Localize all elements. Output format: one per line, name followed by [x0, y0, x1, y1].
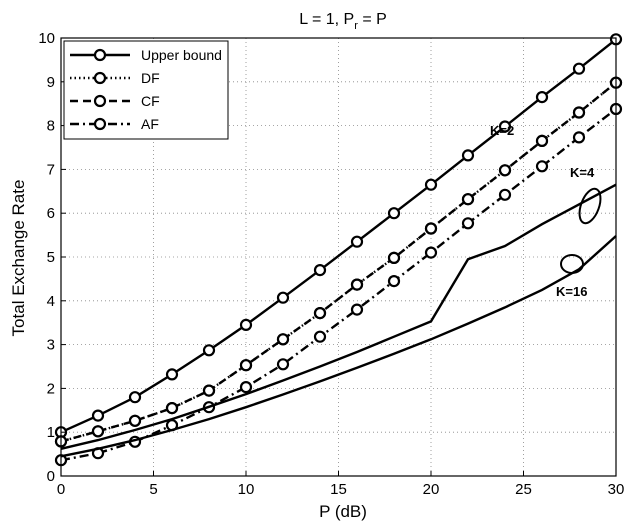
- data-point: [313, 307, 327, 320]
- data-point: [498, 188, 512, 201]
- data-point: [387, 251, 401, 264]
- y-tick-label: 2: [47, 380, 55, 397]
- x-tick-label: 30: [608, 481, 625, 498]
- data-point: [202, 384, 216, 397]
- data-point: [128, 391, 142, 404]
- y-tick-label: 8: [47, 118, 55, 135]
- data-point: [572, 106, 586, 119]
- legend-marker: [93, 94, 107, 108]
- data-point: [239, 318, 253, 331]
- x-tick-label: 10: [238, 481, 255, 498]
- annotation-k2: K=2: [490, 123, 514, 138]
- data-point: [498, 120, 512, 133]
- data-point: [461, 193, 475, 206]
- annotation-k16: K=16: [556, 284, 587, 299]
- y-tick-label: 5: [47, 249, 55, 266]
- annotation-ellipse-k4: [578, 187, 602, 225]
- series-line-af-g0: [60, 108, 617, 462]
- data-point: [424, 222, 438, 235]
- data-point: [424, 178, 438, 191]
- y-tick-label: 1: [47, 424, 55, 441]
- x-tick-label: 5: [149, 481, 157, 498]
- legend-label: AF: [141, 116, 159, 132]
- legend-marker: [93, 117, 107, 131]
- y-axis-label: Total Exchange Rate: [9, 180, 28, 337]
- legend: Upper bound DF CF AF: [63, 40, 229, 140]
- y-tick-label: 0: [47, 468, 55, 485]
- y-tick-label: 10: [38, 30, 55, 47]
- data-point: [461, 217, 475, 230]
- x-tick-label: 0: [57, 481, 65, 498]
- data-point: [387, 275, 401, 288]
- data-point: [202, 344, 216, 357]
- series-line-upper-bound-g0: [60, 38, 617, 434]
- series-line-cf-g0: [60, 81, 617, 443]
- annotation-ellipse-k16: [560, 254, 584, 274]
- axes: 0 5 10 15 20 25 30 0 1 2 3 4 5 6 7 8 9 10: [38, 30, 624, 498]
- data-point: [387, 207, 401, 220]
- data-point: [239, 359, 253, 372]
- data-point: [165, 368, 179, 381]
- data-point: [350, 235, 364, 248]
- data-point: [313, 264, 327, 277]
- data-point: [350, 303, 364, 316]
- data-point: [276, 358, 290, 371]
- y-tick-label: 9: [47, 74, 55, 91]
- data-point: [313, 330, 327, 343]
- data-point: [461, 149, 475, 162]
- data-point: [239, 381, 253, 394]
- chart-title: L = 1, Pr = P: [299, 11, 387, 32]
- data-point: [91, 409, 105, 422]
- data-point: [276, 291, 290, 304]
- data-point: [128, 414, 142, 427]
- data-point: [572, 62, 586, 75]
- annotations: K=2 K=4 K=16: [490, 123, 602, 299]
- x-axis-label: P (dB): [319, 502, 367, 521]
- y-tick-label: 4: [47, 293, 55, 310]
- x-tick-label: 25: [515, 481, 532, 498]
- series-group: [54, 33, 623, 467]
- legend-marker: [93, 71, 107, 85]
- x-tick-label: 15: [330, 481, 347, 498]
- y-tick-label: 6: [47, 205, 55, 222]
- data-point: [535, 90, 549, 104]
- y-tick-label: 3: [47, 337, 55, 354]
- data-point: [498, 164, 512, 177]
- series-line-upper-bound-g1: [60, 183, 617, 450]
- legend-box: [63, 40, 229, 140]
- annotation-k4: K=4: [570, 165, 595, 180]
- legend-marker: [93, 48, 107, 62]
- data-point: [91, 425, 105, 438]
- data-point: [535, 134, 549, 147]
- data-point: [276, 333, 290, 346]
- series-line-upper-bound-g2: [60, 235, 617, 458]
- data-point: [572, 131, 586, 144]
- data-point: [535, 160, 549, 173]
- legend-label: DF: [141, 70, 160, 86]
- data-point: [350, 278, 364, 291]
- y-tick-label: 7: [47, 161, 55, 178]
- legend-label: Upper bound: [141, 47, 222, 63]
- data-point: [424, 246, 438, 259]
- data-point: [165, 402, 179, 415]
- x-tick-label: 20: [423, 481, 440, 498]
- legend-label: CF: [141, 93, 160, 109]
